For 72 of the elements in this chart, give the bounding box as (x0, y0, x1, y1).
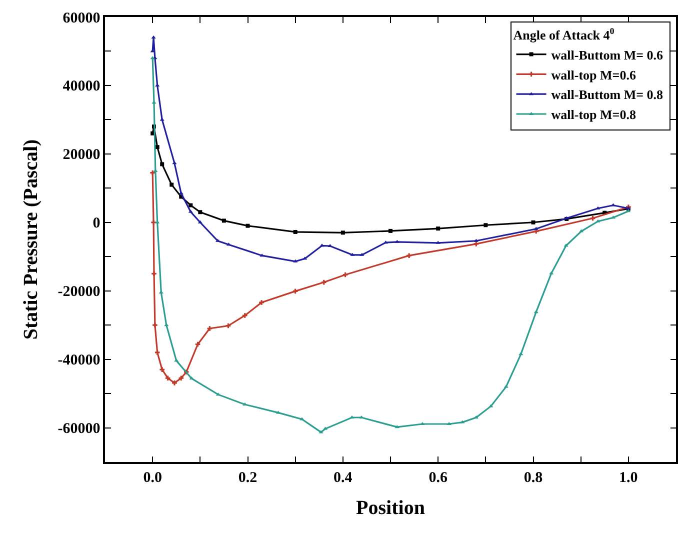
x-tick-label: 0.6 (428, 470, 448, 486)
y-tick-label: -60000 (58, 421, 100, 438)
point (246, 224, 250, 228)
point (178, 376, 184, 381)
y-tick-label: 0 (92, 216, 100, 232)
point (172, 380, 177, 386)
point (388, 228, 392, 233)
y-tick-label: 60000 (62, 10, 100, 26)
x-tick-label: 0.0 (143, 470, 162, 486)
y-tick-label: 20000 (62, 147, 100, 164)
point (152, 100, 156, 104)
point (579, 229, 584, 232)
point (293, 259, 298, 262)
point (360, 252, 364, 256)
point (474, 242, 479, 246)
legend-label: wall-Buttom M= 0.8 (551, 87, 664, 102)
point (153, 169, 158, 172)
point (188, 203, 193, 208)
point (436, 226, 440, 231)
point (160, 367, 164, 372)
legend-label: wall-Buttom M= 0.6 (551, 47, 664, 62)
point (151, 36, 156, 39)
point (293, 230, 298, 234)
point (321, 280, 326, 285)
x-tick-label: 0.2 (238, 470, 258, 486)
point (534, 310, 538, 314)
point (158, 290, 164, 294)
point (260, 254, 264, 257)
point (207, 326, 212, 331)
point (460, 420, 465, 424)
point (406, 253, 412, 258)
point (152, 271, 156, 276)
point (596, 219, 600, 222)
point (165, 376, 170, 381)
point (152, 322, 158, 328)
y-tick-label: -40000 (58, 352, 100, 369)
point (178, 191, 184, 194)
x-tick-label: 1.0 (619, 470, 638, 486)
x-axis-title: Position (356, 496, 425, 519)
point (198, 220, 202, 224)
point (259, 300, 264, 305)
point (474, 238, 478, 242)
point (155, 145, 160, 150)
point (531, 220, 536, 224)
point (222, 218, 226, 223)
x-tick-label: 0.4 (334, 470, 353, 486)
point (170, 182, 174, 187)
point (484, 223, 488, 228)
x-tick-label: 0.8 (524, 470, 543, 486)
y-axis-title: Static Pressure (Pascal) (20, 139, 42, 340)
point (340, 230, 345, 235)
point (436, 240, 440, 244)
y-tick-label: -20000 (58, 284, 100, 300)
point (188, 210, 193, 213)
point (549, 271, 554, 274)
legend-label: wall-top M=0.8 (551, 107, 636, 122)
point (164, 323, 169, 326)
point (154, 350, 160, 355)
point (350, 252, 355, 256)
point (323, 426, 328, 430)
point (610, 203, 616, 206)
legend-title: Angle of Attack 4$^{0}$ (513, 26, 615, 42)
point (394, 425, 400, 428)
point (394, 240, 400, 243)
y-tick-label: 40000 (62, 78, 100, 95)
point (198, 210, 202, 214)
point (610, 216, 616, 219)
point (151, 220, 156, 225)
point (189, 376, 194, 380)
point (160, 162, 164, 166)
point (242, 313, 248, 318)
legend-label: wall-top M=0.6 (551, 67, 636, 82)
